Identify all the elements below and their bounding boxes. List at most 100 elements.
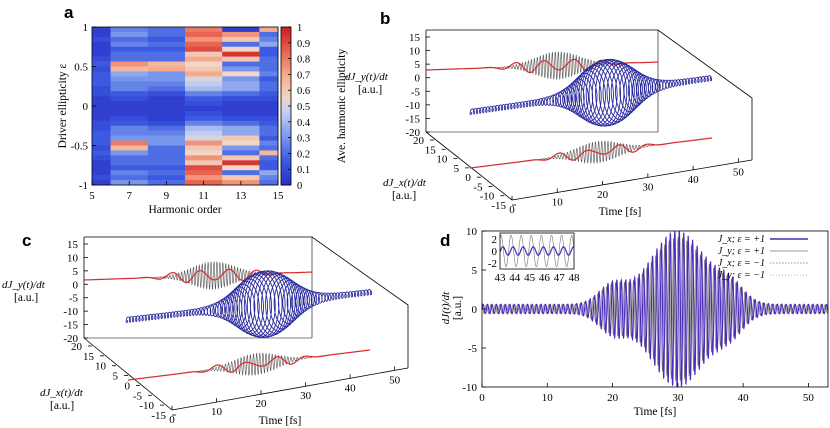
heatmap-cell bbox=[110, 46, 149, 52]
heatmap-cell bbox=[185, 140, 223, 146]
colorbar-segment bbox=[281, 133, 291, 137]
colorbar-segment bbox=[281, 50, 291, 54]
heatmap-cell bbox=[259, 155, 279, 161]
heatmap-cell bbox=[147, 41, 186, 48]
heatmap-cell bbox=[147, 51, 186, 57]
colorbar-tick-label: 0.7 bbox=[297, 70, 310, 81]
heatmap-cell bbox=[92, 106, 111, 112]
heatmap-cell bbox=[185, 41, 223, 48]
heatmap-cell bbox=[92, 86, 111, 92]
heatmap-cell bbox=[92, 135, 111, 141]
heatmap-cell bbox=[185, 155, 223, 161]
heatmap-cell bbox=[110, 175, 149, 181]
heatmap-cells bbox=[92, 27, 279, 186]
colorbar-segment bbox=[281, 94, 291, 97]
colorbar-segment bbox=[281, 149, 291, 152]
heatmap-cell bbox=[92, 120, 111, 127]
heatmap-cell bbox=[110, 130, 149, 136]
b-frame-top bbox=[426, 29, 753, 160]
panel-c-letter: c bbox=[22, 231, 31, 250]
b-frame-depth bbox=[425, 131, 513, 201]
b-y-tick-label: 5 bbox=[415, 59, 421, 71]
heatmap-cell bbox=[147, 165, 186, 171]
colorbar-ticks: 1 0.9 0.8 0.7 0.6 0.5 0.4 0.3 0.2 0.1 0 bbox=[288, 23, 311, 192]
heatmap-cell bbox=[110, 76, 149, 82]
heatmap-cell bbox=[222, 165, 260, 171]
colorbar-segment bbox=[281, 40, 291, 44]
colorbar-segment bbox=[281, 111, 291, 115]
c-x-axis-label: dJ_x(t)/dt bbox=[40, 387, 84, 399]
b-y-tick-label: 0 bbox=[415, 73, 421, 85]
colorbar-segment bbox=[281, 123, 291, 127]
b-x-axis-label: dJ_x(t)/dt bbox=[383, 177, 427, 189]
heatmap-y-tick-label: 1 bbox=[83, 22, 89, 34]
colorbar-segment bbox=[281, 30, 291, 34]
colorbar-segment bbox=[281, 42, 291, 46]
c-x-axis-unit: [a.u.] bbox=[50, 400, 74, 412]
colorbar-segment bbox=[281, 177, 291, 180]
heatmap-cell bbox=[147, 66, 186, 72]
d-inset-x-tick-label: 48 bbox=[569, 272, 581, 284]
colorbar-segment bbox=[281, 60, 291, 63]
heatmap-cell bbox=[110, 91, 149, 97]
c-time-ticks: 0 10 20 30 40 50 bbox=[169, 366, 401, 426]
heatmap-cell bbox=[185, 46, 223, 52]
heatmap-cell bbox=[147, 170, 186, 176]
heatmap-cell bbox=[92, 115, 111, 122]
b-time-ticks: 0 10 20 30 40 50 bbox=[509, 158, 744, 216]
heatmap-cell bbox=[222, 61, 260, 67]
heatmap-y-ticks: 1 0.5 0 -0.5 -1 bbox=[71, 22, 96, 192]
heatmap-cell bbox=[110, 51, 149, 57]
heatmap-cell bbox=[110, 66, 149, 72]
d-y-tick-label: 10 bbox=[466, 226, 478, 238]
heatmap-cell bbox=[147, 91, 186, 97]
c-y-tick-label: 5 bbox=[73, 266, 79, 278]
d-inset-y-ticks: 20-2 bbox=[488, 234, 498, 270]
heatmap-cell bbox=[147, 125, 186, 131]
heatmap-cell bbox=[92, 145, 111, 151]
heatmap-cell bbox=[110, 41, 149, 48]
heatmap-cell bbox=[147, 130, 186, 136]
b-x-tick-label: 10 bbox=[436, 154, 448, 166]
c-frame-bottom bbox=[171, 367, 409, 411]
heatmap-y-tick-label: -1 bbox=[79, 180, 88, 192]
colorbar-tick-label: 0.4 bbox=[297, 118, 311, 129]
c-y-tick-label: 15 bbox=[67, 239, 79, 251]
colorbar-tick-label: 0.9 bbox=[297, 39, 310, 50]
heatmap-cell bbox=[185, 91, 223, 97]
c-time-label: Time [fs] bbox=[259, 415, 302, 427]
heatmap-cell bbox=[110, 96, 149, 102]
heatmap-cell bbox=[110, 56, 149, 62]
heatmap-cell bbox=[92, 41, 111, 48]
b-time-label: Time [fs] bbox=[599, 206, 642, 218]
heatmap-cell bbox=[222, 76, 260, 82]
colorbar-segment bbox=[281, 125, 291, 129]
heatmap-x-tick-label: 15 bbox=[273, 190, 285, 202]
heatmap-cell bbox=[110, 140, 149, 146]
heatmap-cell bbox=[110, 81, 149, 87]
heatmap-cell bbox=[185, 76, 223, 82]
panel-d-letter: d bbox=[440, 231, 450, 250]
heatmap-cell bbox=[110, 120, 149, 127]
heatmap-cell bbox=[110, 125, 149, 131]
colorbar-tick-label: 0.8 bbox=[297, 55, 310, 66]
heatmap-cell bbox=[222, 145, 260, 151]
d-x-tick-label: 40 bbox=[738, 392, 750, 404]
c-time-tick-label: 40 bbox=[345, 382, 357, 394]
heatmap-x-tick-label: 5 bbox=[89, 190, 95, 202]
heatmap-y-tick-label: 0 bbox=[83, 101, 89, 113]
b-y-tick-label: 10 bbox=[409, 46, 421, 58]
d-inset-x-tick-label: 44 bbox=[509, 272, 521, 284]
colorbar-segment bbox=[281, 171, 291, 174]
heatmap-x-tick-label: 13 bbox=[235, 190, 247, 202]
b-y-axis-unit: [a.u.] bbox=[358, 84, 382, 96]
colorbar-segment bbox=[281, 104, 291, 107]
heatmap-cell bbox=[222, 51, 260, 57]
b-x-tick-label: 20 bbox=[413, 135, 425, 147]
colorbar-segment bbox=[281, 147, 291, 150]
panel-b-letter: b bbox=[380, 9, 390, 28]
b-y-tick-label: -20 bbox=[405, 127, 420, 139]
c-time-tick-label: 50 bbox=[389, 374, 401, 386]
